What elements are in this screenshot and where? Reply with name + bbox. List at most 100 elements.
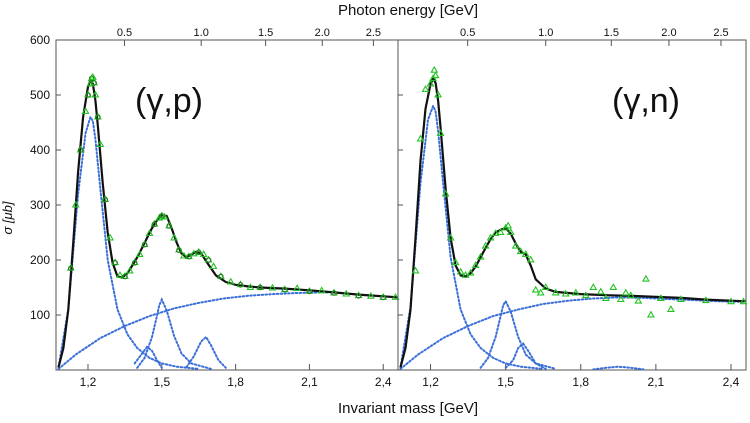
data-point-triangle [486, 233, 495, 241]
data-point-triangle [391, 292, 400, 300]
y-tick-label: 100 [30, 308, 50, 322]
top-axis-title: Photon energy [GeV] [338, 2, 478, 19]
top-tick-label: 2.0 [315, 27, 330, 39]
data-point-triangle [476, 252, 485, 260]
data-point-triangle [511, 241, 520, 249]
data-point-triangle [446, 233, 455, 241]
resonance-curve [57, 291, 335, 370]
data-point-triangle [676, 295, 685, 303]
data-point-triangle [561, 289, 570, 297]
data-point-triangle [551, 288, 560, 296]
data-point-triangle [451, 258, 460, 266]
y-tick-label: 200 [30, 253, 50, 267]
resonance-curve [133, 345, 163, 369]
y-tick-label: 500 [30, 88, 50, 102]
y-axis-title: σ [μb] [0, 201, 15, 234]
data-point-triangle [179, 251, 188, 259]
data-point-triangle [496, 228, 505, 235]
data-point-circle [218, 273, 224, 280]
data-point-triangle [160, 212, 169, 220]
data-point-circle [77, 147, 84, 153]
data-point-triangle [727, 297, 735, 305]
data-point-triangle [536, 288, 545, 296]
data-point-triangle [461, 270, 470, 278]
data-point-triangle [616, 295, 625, 303]
resonance-curve [479, 299, 557, 370]
total-fit-curve [399, 77, 747, 368]
data-point-triangle [471, 261, 480, 268]
data-point-circle [151, 221, 158, 228]
data-point-circle [131, 260, 138, 266]
data-point-circle [122, 273, 128, 280]
data-point-triangle [416, 134, 425, 142]
x-tick-label: 2,1 [648, 375, 665, 389]
panel-frame [55, 39, 399, 371]
x-tick-label: 2,1 [301, 375, 318, 389]
x-tick-label: 2,4 [723, 375, 740, 389]
resonance-curve [399, 296, 745, 370]
data-point-triangle [268, 283, 277, 291]
data-point-circle [85, 92, 91, 98]
data-point-triangle [506, 228, 515, 235]
panel-2: 1,2 1,5 1,8 2,1 2,4 0.5 1.0 1.5 2.0 2.5 (γ,n) [397, 27, 748, 389]
data-point-triangle [601, 294, 610, 301]
x-tick-label: 1,5 [153, 375, 170, 389]
data-point-triangle [199, 250, 208, 257]
data-point-triangle [526, 255, 535, 263]
x-tick-label: 1,8 [572, 375, 589, 389]
data-point-triangle [521, 250, 530, 257]
data-point-triangle [81, 107, 90, 114]
data-point-triangle [626, 291, 635, 299]
resonance-curve [185, 335, 227, 369]
data-point-circle [68, 265, 74, 272]
data-point-triangle [621, 288, 630, 296]
data-point-triangle [226, 277, 235, 285]
data-point-circle [166, 223, 172, 229]
y-tick-label: 600 [30, 33, 50, 47]
top-tick-label: 0.5 [460, 27, 475, 39]
data-point-triangle [88, 72, 97, 80]
top-tick-label: 1.5 [604, 27, 619, 39]
resonance-curve [504, 342, 547, 370]
data-point-triangle [541, 283, 550, 290]
x-tick-label: 2,4 [375, 375, 392, 389]
data-point-triangle [189, 249, 198, 257]
resonance-curve [136, 297, 212, 370]
panel-1: 1,2 1,5 1,8 2,1 2,4 0.5 1.0 1.5 2.0 2.5 100 200 300 4… [30, 27, 400, 389]
data-point-circle [237, 282, 244, 288]
data-point-triangle [609, 283, 618, 290]
x-tick-label: 1,5 [497, 375, 514, 389]
data-point-circle [91, 80, 97, 86]
data-point-triangle [656, 294, 665, 301]
data-point-circle [141, 241, 148, 248]
x-axis-title: Invariant mass [GeV] [338, 400, 478, 417]
data-point-circle [331, 290, 337, 296]
data-point-circle [257, 284, 264, 291]
top-tick-label: 2.0 [661, 27, 676, 39]
data-point-triangle [571, 288, 580, 296]
data-point-triangle [145, 229, 154, 237]
data-point-circle [186, 253, 192, 260]
top-tick-label: 1.0 [538, 27, 553, 39]
data-point-triangle [366, 291, 375, 299]
data-point-triangle [421, 85, 430, 92]
reaction-label: (γ,n) [612, 82, 680, 120]
resonance-curve [399, 103, 545, 370]
data-point-triangle [504, 221, 513, 229]
panels: 1,2 1,5 1,8 2,1 2,4 0.5 1.0 1.5 2.0 2.5 100 200 300 4… [30, 27, 748, 389]
top-tick-label: 1.5 [258, 27, 273, 39]
data-point-circle [195, 249, 202, 256]
data-point-triangle [426, 79, 435, 87]
data-point-circle [112, 260, 118, 266]
x-tick-label: 1,8 [227, 375, 244, 389]
data-point-triangle [589, 283, 598, 290]
data-point-triangle [96, 140, 105, 147]
data-point-triangle [411, 266, 420, 274]
data-point-triangle [116, 270, 124, 278]
data-point-circle [95, 114, 101, 120]
data-point-triangle [293, 284, 302, 292]
data-point-circle [282, 286, 288, 293]
y-tick-label: 400 [30, 143, 50, 157]
